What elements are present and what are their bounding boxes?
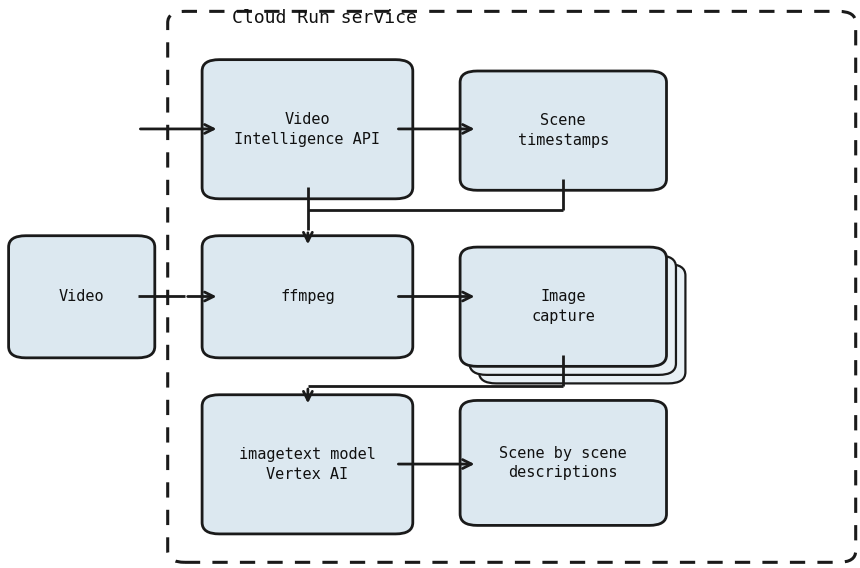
FancyBboxPatch shape [202,395,413,534]
Text: ffmpeg: ffmpeg [280,289,335,304]
FancyBboxPatch shape [460,71,666,190]
FancyBboxPatch shape [9,236,155,358]
Text: Cloud Run service: Cloud Run service [232,9,417,27]
Text: Image
capture: Image capture [531,289,595,324]
FancyBboxPatch shape [202,60,413,199]
Text: Video
Intelligence API: Video Intelligence API [235,112,380,147]
FancyBboxPatch shape [460,400,666,525]
Text: Scene
timestamps: Scene timestamps [518,113,609,148]
FancyBboxPatch shape [470,256,676,375]
Text: imagetext model
Vertex AI: imagetext model Vertex AI [239,447,376,482]
Text: Scene by scene
descriptions: Scene by scene descriptions [500,445,627,481]
FancyBboxPatch shape [479,264,685,383]
FancyBboxPatch shape [202,236,413,358]
Text: Video: Video [58,289,105,304]
FancyBboxPatch shape [460,247,666,366]
